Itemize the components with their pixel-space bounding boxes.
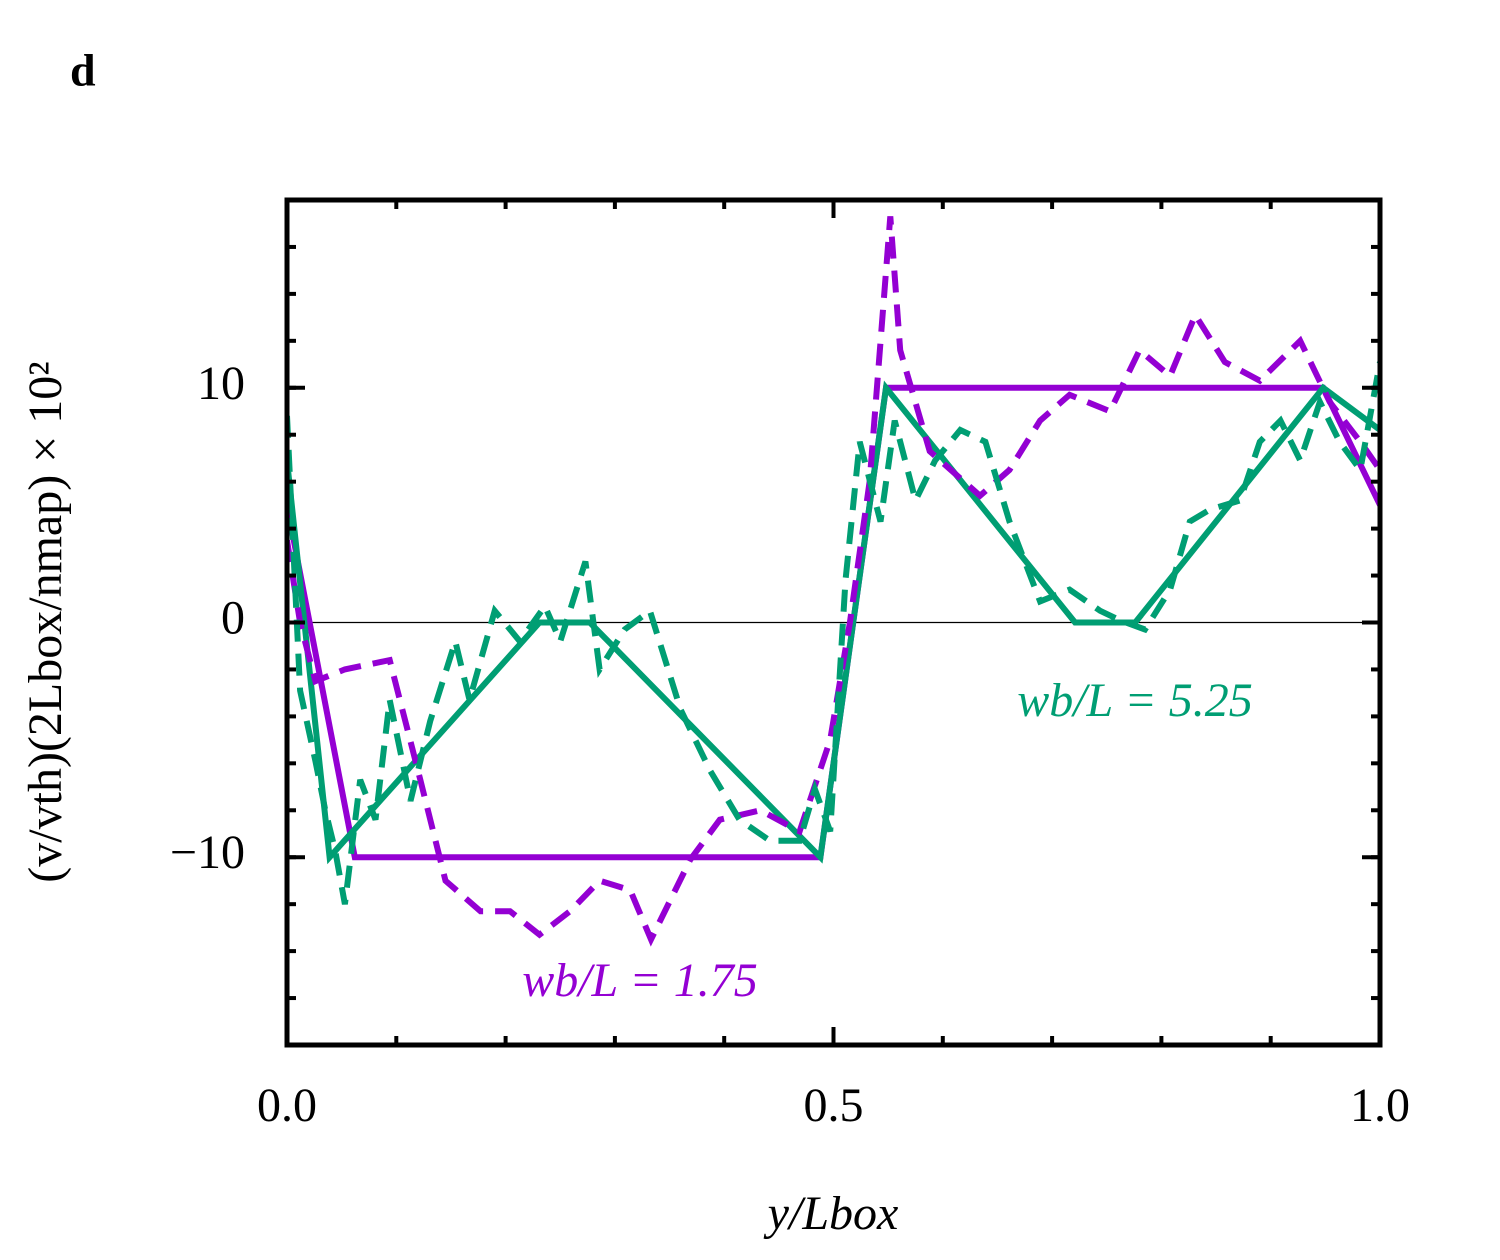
y-axis-label: (v/vth)(2Lbox/nmap) × 10² xyxy=(19,361,72,882)
series-line xyxy=(287,361,1380,905)
plot-area xyxy=(287,216,1380,947)
x-tick-label: 0.0 xyxy=(257,1079,317,1132)
x-axis-label: y/Lbox xyxy=(763,1187,899,1240)
x-tick-label: 0.5 xyxy=(804,1079,864,1132)
x-tick-label: 1.0 xyxy=(1350,1079,1410,1132)
series-line xyxy=(287,216,1380,947)
plot-frame xyxy=(284,197,1383,1048)
annotation: wb/L = 5.25 xyxy=(1017,674,1253,727)
y-tick-label: 0 xyxy=(221,592,245,645)
panel-label: d xyxy=(70,45,96,96)
annotation: wb/L = 1.75 xyxy=(522,954,758,1007)
y-tick-label: 10 xyxy=(197,357,245,410)
y-tick-label: −10 xyxy=(170,826,245,879)
